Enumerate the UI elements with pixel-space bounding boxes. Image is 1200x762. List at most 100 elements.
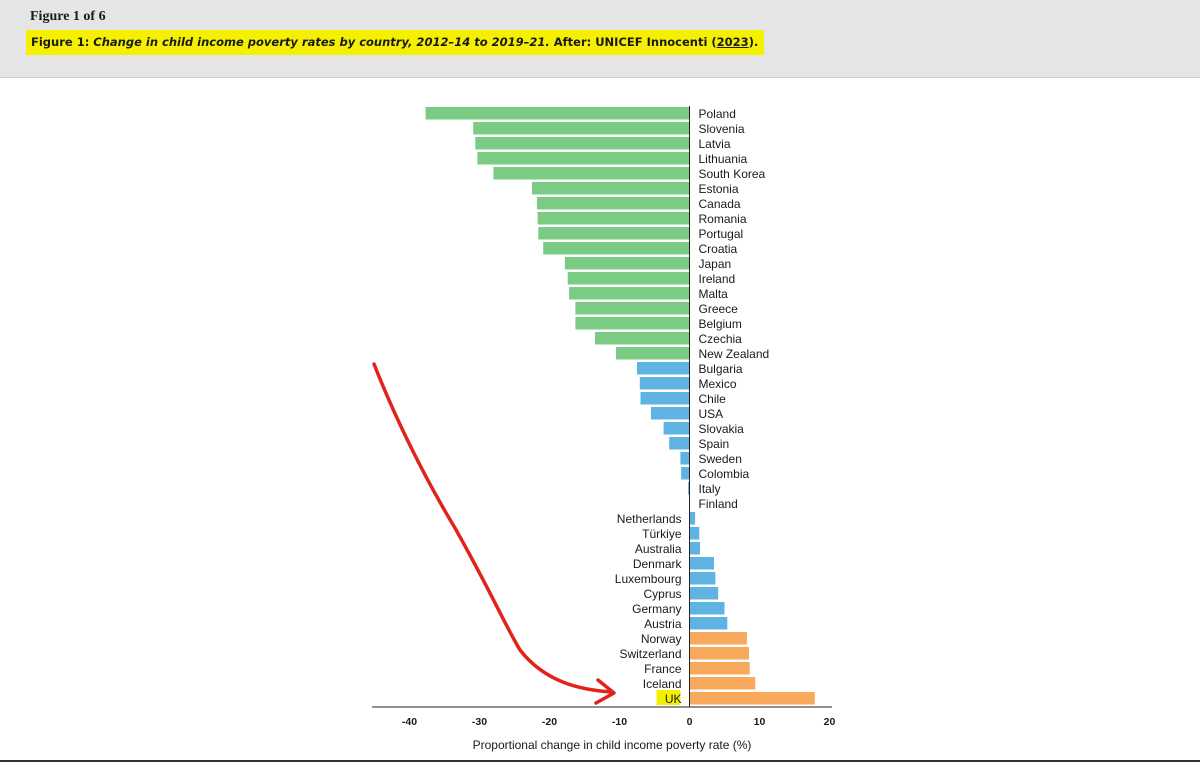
bar-belgium: [575, 317, 690, 330]
bar-colombia: [681, 467, 690, 480]
figure-caption: Figure 1: Change in child income poverty…: [28, 32, 763, 53]
bar-czechia: [595, 332, 690, 345]
caption-label: Figure 1:: [31, 35, 94, 49]
bar-france: [689, 662, 750, 675]
label-t-rkiye: Türkiye: [642, 527, 682, 541]
x-tick-label: 0: [687, 716, 693, 728]
label-latvia: Latvia: [699, 137, 731, 151]
bottom-divider: [0, 760, 1200, 762]
bar-ireland: [567, 272, 690, 285]
x-tick-label: -30: [472, 716, 487, 728]
uk-label-highlight: [656, 690, 681, 705]
red-arrow-annotation: [372, 362, 614, 694]
bar-slovenia: [473, 122, 690, 135]
bar-croatia: [543, 242, 690, 255]
bar-germany: [689, 602, 725, 615]
bar-canada: [536, 197, 690, 210]
bar-norway: [689, 632, 747, 645]
bar-austria: [689, 617, 728, 630]
label-colombia: Colombia: [699, 467, 750, 481]
bar-usa: [651, 407, 690, 420]
red-arrowhead: [594, 678, 616, 705]
label-australia: Australia: [635, 542, 682, 556]
figure-caption-panel: Figure 1 of 6 Figure 1: Change in child …: [0, 0, 1200, 77]
label-netherlands: Netherlands: [617, 512, 682, 526]
label-croatia: Croatia: [699, 242, 738, 256]
bar-iceland: [689, 677, 756, 690]
bar-switzerland: [689, 647, 749, 660]
label-uk: UK: [665, 692, 682, 706]
caption-end: ).: [748, 35, 759, 49]
label-spain: Spain: [699, 437, 730, 451]
label-slovenia: Slovenia: [699, 122, 745, 136]
label-malta: Malta: [699, 287, 729, 301]
label-greece: Greece: [699, 302, 739, 316]
bar-portugal: [538, 227, 690, 240]
x-tick-label: 20: [824, 716, 836, 728]
bar-romania: [537, 212, 690, 225]
caption-citation-link[interactable]: 2023: [716, 35, 749, 49]
label-italy: Italy: [699, 482, 721, 496]
bar-poland: [425, 107, 690, 120]
label-germany: Germany: [632, 602, 681, 616]
label-cyprus: Cyprus: [643, 587, 681, 601]
bar-spain: [669, 437, 690, 450]
label-poland: Poland: [699, 107, 736, 121]
bar-australia: [689, 542, 700, 555]
label-switzerland: Switzerland: [619, 647, 681, 661]
bar-sweden: [680, 452, 690, 465]
label-denmark: Denmark: [633, 557, 683, 571]
label-slovakia: Slovakia: [699, 422, 745, 436]
label-bulgaria: Bulgaria: [699, 362, 743, 376]
label-usa: USA: [699, 407, 724, 421]
label-portugal: Portugal: [699, 227, 744, 241]
bar-italy: [688, 482, 690, 495]
bar-new-zealand: [616, 347, 690, 360]
x-axis-label: Proportional change in child income pove…: [473, 738, 752, 752]
x-tick-label: -20: [542, 716, 557, 728]
bar-estonia: [532, 182, 690, 195]
bar-bulgaria: [637, 362, 690, 375]
label-chile: Chile: [699, 392, 727, 406]
label-estonia: Estonia: [699, 182, 739, 196]
label-romania: Romania: [699, 212, 747, 226]
label-france: France: [644, 662, 682, 676]
label-lithuania: Lithuania: [699, 152, 748, 166]
bar-malta: [569, 287, 690, 300]
label-mexico: Mexico: [699, 377, 737, 391]
label-sweden: Sweden: [699, 452, 742, 466]
label-norway: Norway: [641, 632, 682, 646]
bar-japan: [564, 257, 690, 270]
label-ireland: Ireland: [699, 272, 736, 286]
label-new-zealand: New Zealand: [699, 347, 770, 361]
label-belgium: Belgium: [699, 317, 742, 331]
caption-title: Change in child income poverty rates by …: [93, 35, 550, 49]
bar-t-rkiye: [689, 527, 700, 540]
caption-source: After: UNICEF Innocenti (: [549, 35, 717, 49]
x-tick-label: -10: [612, 716, 627, 728]
bar-group: [425, 107, 815, 705]
bar-cyprus: [689, 587, 719, 600]
label-austria: Austria: [644, 617, 682, 631]
label-finland: Finland: [699, 497, 738, 511]
x-tick-group: -40 -30 -20 -10 0 10 20: [402, 716, 836, 728]
bar-greece: [575, 302, 690, 315]
bar-latvia: [475, 137, 690, 150]
x-tick-label: 10: [754, 716, 766, 728]
label-japan: Japan: [699, 257, 732, 271]
bar-luxembourg: [689, 572, 716, 585]
label-south-korea: South Korea: [699, 167, 766, 181]
label-canada: Canada: [699, 197, 741, 211]
bar-mexico: [639, 377, 690, 390]
bar-denmark: [689, 557, 714, 570]
caption-divider: [0, 77, 1200, 78]
x-tick-label: -40: [402, 716, 417, 728]
label-iceland: Iceland: [643, 677, 682, 691]
figure-counter: Figure 1 of 6: [30, 9, 106, 24]
label-luxembourg: Luxembourg: [615, 572, 682, 586]
label-czechia: Czechia: [699, 332, 743, 346]
bar-lithuania: [477, 152, 690, 165]
bar-chile: [640, 392, 690, 405]
